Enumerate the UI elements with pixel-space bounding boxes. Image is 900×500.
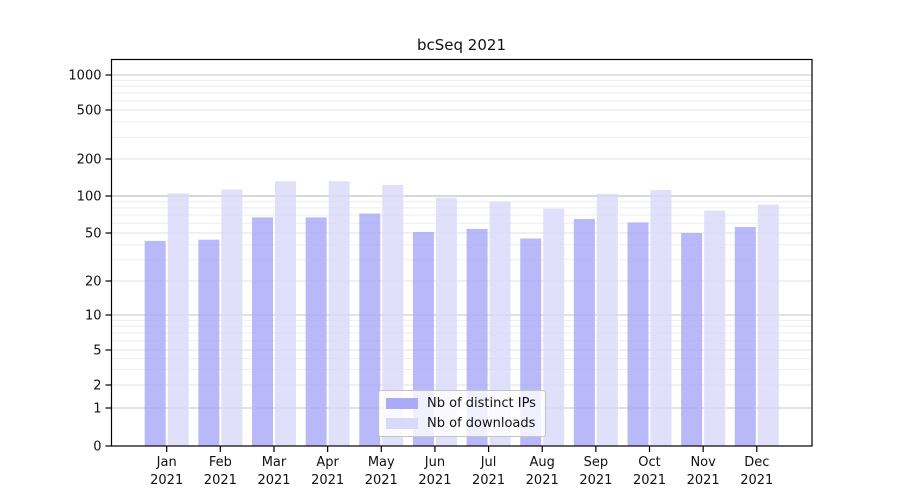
x-tick-label-year: 2021 — [687, 473, 720, 488]
x-tick-label-year: 2021 — [257, 473, 290, 488]
x-tick-label-year: 2021 — [204, 473, 237, 488]
y-tick-label: 10 — [85, 309, 102, 324]
y-tick-label: 2 — [93, 379, 101, 394]
x-tick-label-year: 2021 — [311, 473, 344, 488]
chart-title: bcSeq 2021 — [417, 36, 506, 54]
legend-swatch-downloads — [386, 418, 418, 429]
x-tick-label-month: Apr — [316, 455, 339, 470]
x-tick-label-year: 2021 — [579, 473, 612, 488]
x-tick-label-year: 2021 — [418, 473, 451, 488]
x-tick-label-month: Jul — [480, 455, 497, 470]
bar-downloads-aug — [543, 208, 565, 446]
x-tick-label-month: May — [368, 455, 395, 470]
x-tick-label-year: 2021 — [526, 473, 559, 488]
x-tick-label-month: Jun — [424, 455, 445, 470]
bar-downloads-nov — [704, 210, 726, 446]
bar-distinct-ips-apr — [305, 217, 327, 446]
bar-downloads-sep — [596, 193, 618, 446]
y-tick-label: 1000 — [68, 69, 101, 84]
x-tick-label-year: 2021 — [472, 473, 505, 488]
y-tick-label: 100 — [77, 190, 102, 205]
x-tick-label-month: Jan — [156, 455, 177, 470]
bar-distinct-ips-nov — [681, 233, 703, 446]
x-tick-label-month: Mar — [262, 455, 287, 470]
bar-distinct-ips-may — [359, 213, 381, 446]
x-tick-label-year: 2021 — [365, 473, 398, 488]
legend-item-downloads: Nb of downloads — [386, 416, 545, 431]
y-tick-label: 20 — [85, 275, 102, 290]
y-tick-label: 5 — [93, 344, 101, 359]
y-tick-label: 200 — [77, 153, 102, 168]
bar-downloads-jan — [167, 193, 189, 446]
x-tick-label-month: Nov — [690, 455, 716, 470]
bar-distinct-ips-sep — [573, 218, 595, 446]
x-tick-label-month: Sep — [584, 455, 609, 470]
x-tick-label-year: 2021 — [150, 473, 183, 488]
legend-label-downloads: Nb of downloads — [427, 416, 536, 431]
x-tick-label-month: Aug — [530, 455, 555, 470]
bar-distinct-ips-oct — [627, 222, 649, 446]
bar-distinct-ips-mar — [251, 217, 273, 446]
x-tick-label-year: 2021 — [633, 473, 666, 488]
x-tick-label-month: Dec — [744, 455, 769, 470]
y-tick-label: 50 — [85, 227, 102, 242]
x-tick-label-month: Feb — [209, 455, 232, 470]
bar-downloads-jun — [435, 197, 457, 446]
bar-downloads-oct — [650, 189, 672, 446]
legend-label-distinct-ips: Nb of distinct IPs — [427, 396, 536, 411]
plot-box — [110, 58, 813, 447]
y-tick-label: 1 — [93, 402, 101, 417]
legend-item-distinct-ips: Nb of distinct IPs — [386, 396, 545, 411]
bar-downloads-jul — [489, 201, 511, 446]
y-tick-label: 0 — [93, 440, 101, 455]
bar-downloads-feb — [221, 189, 243, 446]
x-tick-label-year: 2021 — [740, 473, 773, 488]
bar-downloads-may — [382, 184, 404, 446]
y-tick-label: 500 — [77, 104, 102, 119]
legend: Nb of distinct IPs Nb of downloads — [378, 390, 546, 437]
bar-distinct-ips-feb — [198, 239, 220, 446]
bar-downloads-dec — [757, 204, 779, 446]
x-tick-label-month: Oct — [638, 455, 660, 470]
bar-downloads-mar — [274, 181, 296, 446]
bar-distinct-ips-dec — [734, 226, 756, 446]
bar-distinct-ips-jan — [144, 240, 166, 446]
legend-swatch-distinct-ips — [386, 398, 418, 409]
bar-downloads-apr — [328, 181, 350, 446]
